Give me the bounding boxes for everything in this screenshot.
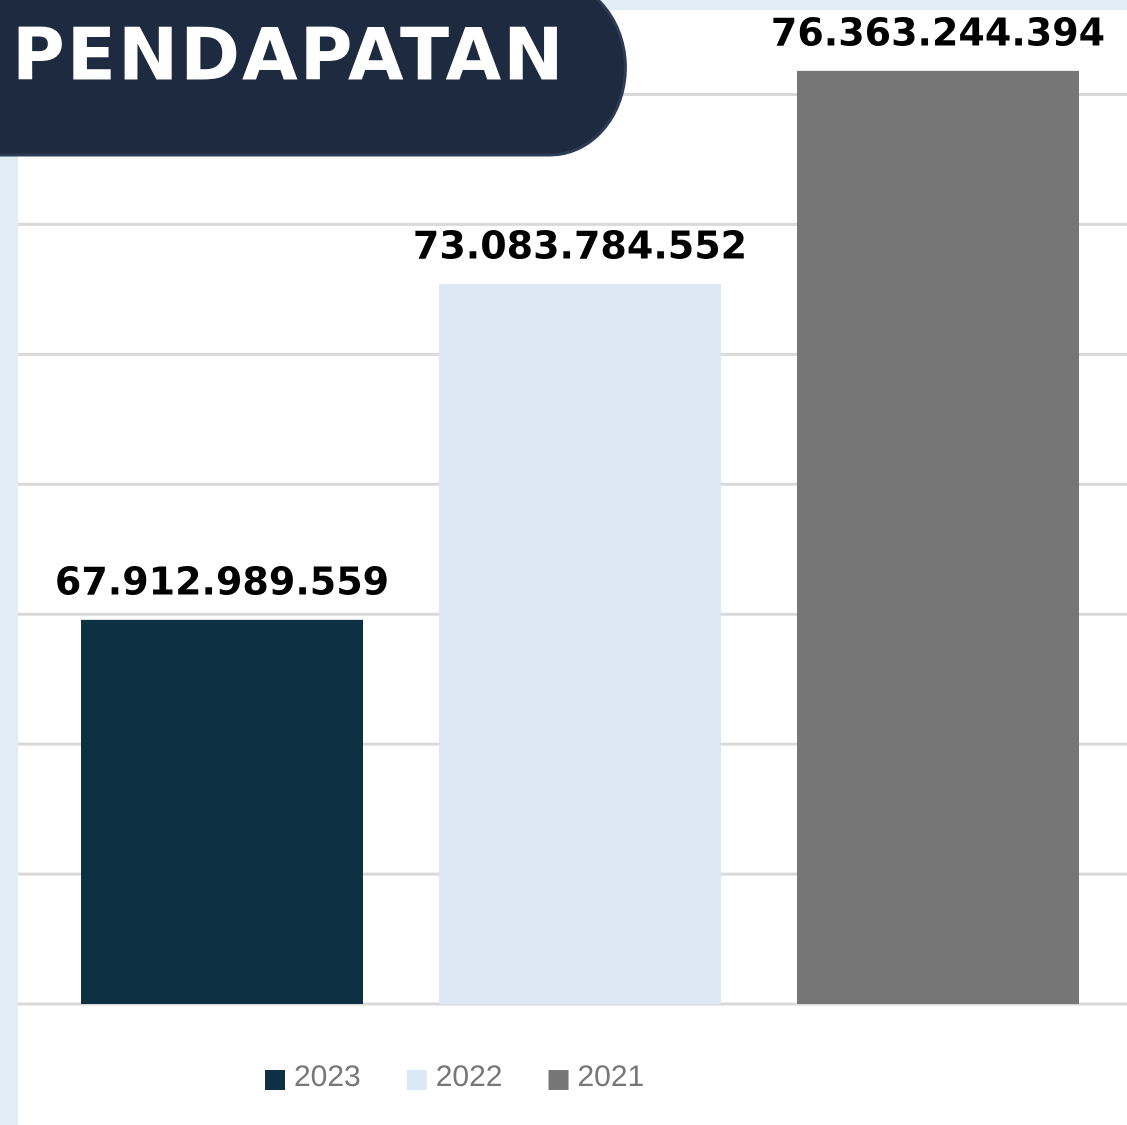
bar: [81, 619, 363, 1004]
legend-swatch: [265, 1070, 285, 1090]
title-badge: [0, 0, 627, 157]
bar: [439, 283, 721, 1004]
value-label: 73.083.784.552: [413, 223, 747, 267]
legend-label: 2021: [578, 1060, 645, 1093]
value-label: 67.912.989.559: [55, 559, 389, 603]
left-border: [0, 0, 18, 1125]
value-label: 76.363.244.394: [771, 10, 1105, 54]
legend-label: 2023: [294, 1060, 361, 1093]
chart-title: PENDAPATAN: [12, 13, 566, 97]
plot: 67.912.989.559 73.083.784.552 76.363.244.3…: [18, 10, 1127, 1006]
legend-swatch: [548, 1070, 569, 1090]
bar: [797, 70, 1079, 1004]
legend-swatch: [406, 1070, 427, 1090]
legend-label: 2022: [436, 1060, 503, 1093]
